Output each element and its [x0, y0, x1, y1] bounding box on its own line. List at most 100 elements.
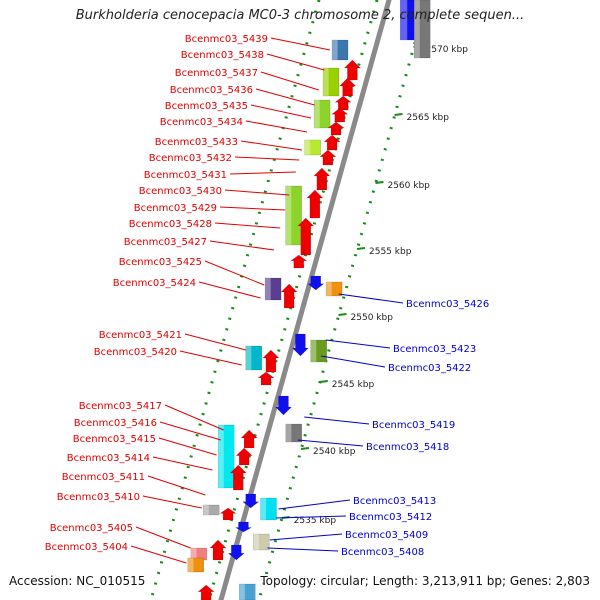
- gene-leader-forward: [266, 53, 325, 71]
- gene-leader-reverse: [338, 293, 404, 304]
- gene-label-forward[interactable]: Bcenmc03_5434: [160, 117, 243, 128]
- feature-arrow-forward-15: [235, 447, 253, 466]
- scale-tick-label: 2555 kbp: [369, 247, 412, 257]
- gene-label-reverse[interactable]: Bcenmc03_5422: [388, 363, 471, 374]
- gene-leader-forward: [224, 189, 290, 196]
- gene-leader-forward: [158, 437, 217, 456]
- feature-block-top-gray: [413, 0, 431, 59]
- feature-arrow-forward-7: [313, 167, 331, 191]
- gene-label-forward[interactable]: Bcenmc03_5436: [170, 85, 253, 96]
- gene-label-forward[interactable]: Bcenmc03_5437: [175, 68, 258, 79]
- gene-leader-forward: [270, 37, 331, 51]
- feature-block-top-gray-shine: [414, 0, 420, 58]
- feature-block-forward-2-shine: [314, 100, 320, 128]
- gene-leader-forward: [179, 350, 242, 366]
- feature-block-forward-7: [217, 424, 235, 489]
- feature-arrow-forward-16: [229, 464, 247, 491]
- feature-block-reverse-5-shine: [285, 424, 292, 442]
- gene-label-forward[interactable]: Bcenmc03_5428: [129, 219, 212, 230]
- feature-arrow-forward-9: [297, 217, 315, 256]
- feature-block-forward-1-shine: [323, 68, 329, 96]
- feature-arrow-forward-6: [319, 149, 337, 166]
- gene-label-reverse[interactable]: Bcenmc03_5423: [393, 344, 476, 355]
- gene-leader-forward: [130, 545, 187, 564]
- gene-label-forward[interactable]: Bcenmc03_5433: [155, 137, 238, 148]
- gene-label-reverse[interactable]: Bcenmc03_5409: [345, 530, 428, 541]
- gene-label-forward[interactable]: Bcenmc03_5439: [185, 34, 268, 45]
- feature-block-reverse-5: [285, 423, 303, 443]
- gene-label-forward[interactable]: Bcenmc03_5416: [74, 418, 157, 429]
- scale-tick-mark: [338, 313, 347, 316]
- gene-label-forward[interactable]: Bcenmc03_5429: [134, 203, 217, 214]
- gene-label-reverse[interactable]: Bcenmc03_5408: [341, 547, 424, 558]
- gene-leader-forward: [164, 404, 224, 431]
- gene-leader-forward: [152, 456, 213, 471]
- gene-label-forward[interactable]: Bcenmc03_5427: [124, 237, 207, 248]
- feature-block-forward-9-shine: [190, 548, 197, 560]
- feature-block-reverse-1-shine: [326, 282, 332, 296]
- feature-arrow-reverse-6: [241, 493, 260, 509]
- feature-block-forward-6-shine: [245, 346, 252, 370]
- feature-block-forward-8: [202, 504, 220, 516]
- gene-label-forward[interactable]: Bcenmc03_5411: [62, 472, 145, 483]
- gene-leader-forward: [245, 120, 308, 133]
- gene-label-forward[interactable]: Bcenmc03_5420: [94, 347, 177, 358]
- feature-arrow-forward-18: [209, 539, 227, 561]
- feature-arrow-reverse-4: [274, 395, 293, 416]
- feature-arrow-reverse-10: [227, 544, 245, 561]
- gene-label-forward[interactable]: Bcenmc03_5425: [119, 257, 202, 268]
- gene-label-forward[interactable]: Bcenmc03_5430: [139, 186, 222, 197]
- scale-tick-label: 2545 kbp: [332, 380, 375, 390]
- gene-leader-forward: [198, 281, 261, 299]
- genome-summary: Topology: circular; Length: 3,213,911 bp…: [260, 574, 590, 588]
- feature-block-forward-6: [245, 345, 263, 371]
- scale-tick-mark: [356, 247, 366, 250]
- feature-block-forward-3: [304, 139, 321, 156]
- gene-leader-reverse: [304, 416, 370, 425]
- gene-label-reverse[interactable]: Bcenmc03_5412: [349, 512, 432, 523]
- gene-leader-forward: [209, 240, 275, 251]
- scale-tick-label: 2540 kbp: [313, 447, 356, 457]
- gene-label-forward[interactable]: Bcenmc03_5404: [45, 542, 128, 553]
- feature-block-forward-7-shine: [218, 425, 224, 488]
- gene-label-reverse[interactable]: Bcenmc03_5413: [353, 496, 436, 507]
- gene-leader-reverse: [278, 499, 351, 510]
- feature-arrow-reverse-2: [291, 333, 310, 357]
- gene-leader-reverse: [325, 339, 391, 349]
- gene-label-forward[interactable]: Bcenmc03_5431: [144, 170, 227, 181]
- gene-leader-reverse: [269, 533, 343, 541]
- feature-arrow-forward-5: [323, 134, 341, 151]
- feature-block-reverse-7: [260, 497, 277, 521]
- gene-label-forward[interactable]: Bcenmc03_5414: [67, 453, 150, 464]
- feature-block-forward-2: [313, 99, 331, 129]
- map-title: Burkholderia cenocepacia MC0-3 chromosom…: [75, 8, 525, 23]
- gene-label-forward[interactable]: Bcenmc03_5438: [181, 50, 264, 61]
- scale-tick-label: 2560 kbp: [387, 181, 430, 191]
- gene-label-reverse[interactable]: Bcenmc03_5418: [366, 442, 449, 453]
- gene-leader-forward: [184, 333, 247, 351]
- gene-label-forward[interactable]: Bcenmc03_5432: [149, 153, 232, 164]
- gene-leader-forward: [147, 475, 206, 496]
- gene-leader-forward: [240, 140, 303, 151]
- gene-leader-forward: [135, 526, 191, 549]
- scale-tick-mark: [375, 181, 384, 184]
- scale-tick-mark: [300, 447, 310, 450]
- feature-arrow-forward-17: [219, 507, 237, 521]
- gene-label-forward[interactable]: Bcenmc03_5421: [99, 330, 182, 341]
- feature-arrow-forward-12: [262, 349, 280, 373]
- gene-leader-forward: [159, 421, 221, 441]
- gene-label-forward[interactable]: Bcenmc03_5410: [57, 492, 140, 503]
- feature-arrow-forward-2: [334, 95, 352, 111]
- gene-label-reverse[interactable]: Bcenmc03_5426: [406, 299, 489, 310]
- gene-label-forward[interactable]: Bcenmc03_5405: [50, 523, 133, 534]
- gene-label-reverse[interactable]: Bcenmc03_5419: [372, 420, 455, 431]
- feature-arrow-forward-10: [290, 254, 308, 269]
- gene-label-forward[interactable]: Bcenmc03_5424: [113, 278, 196, 289]
- gene-label-forward[interactable]: Bcenmc03_5417: [79, 401, 162, 412]
- feature-block-reverse-7-shine: [260, 498, 267, 520]
- gene-label-forward[interactable]: Bcenmc03_5415: [73, 434, 156, 445]
- gene-leader-forward: [214, 222, 281, 229]
- gene-label-forward[interactable]: Bcenmc03_5435: [165, 101, 248, 112]
